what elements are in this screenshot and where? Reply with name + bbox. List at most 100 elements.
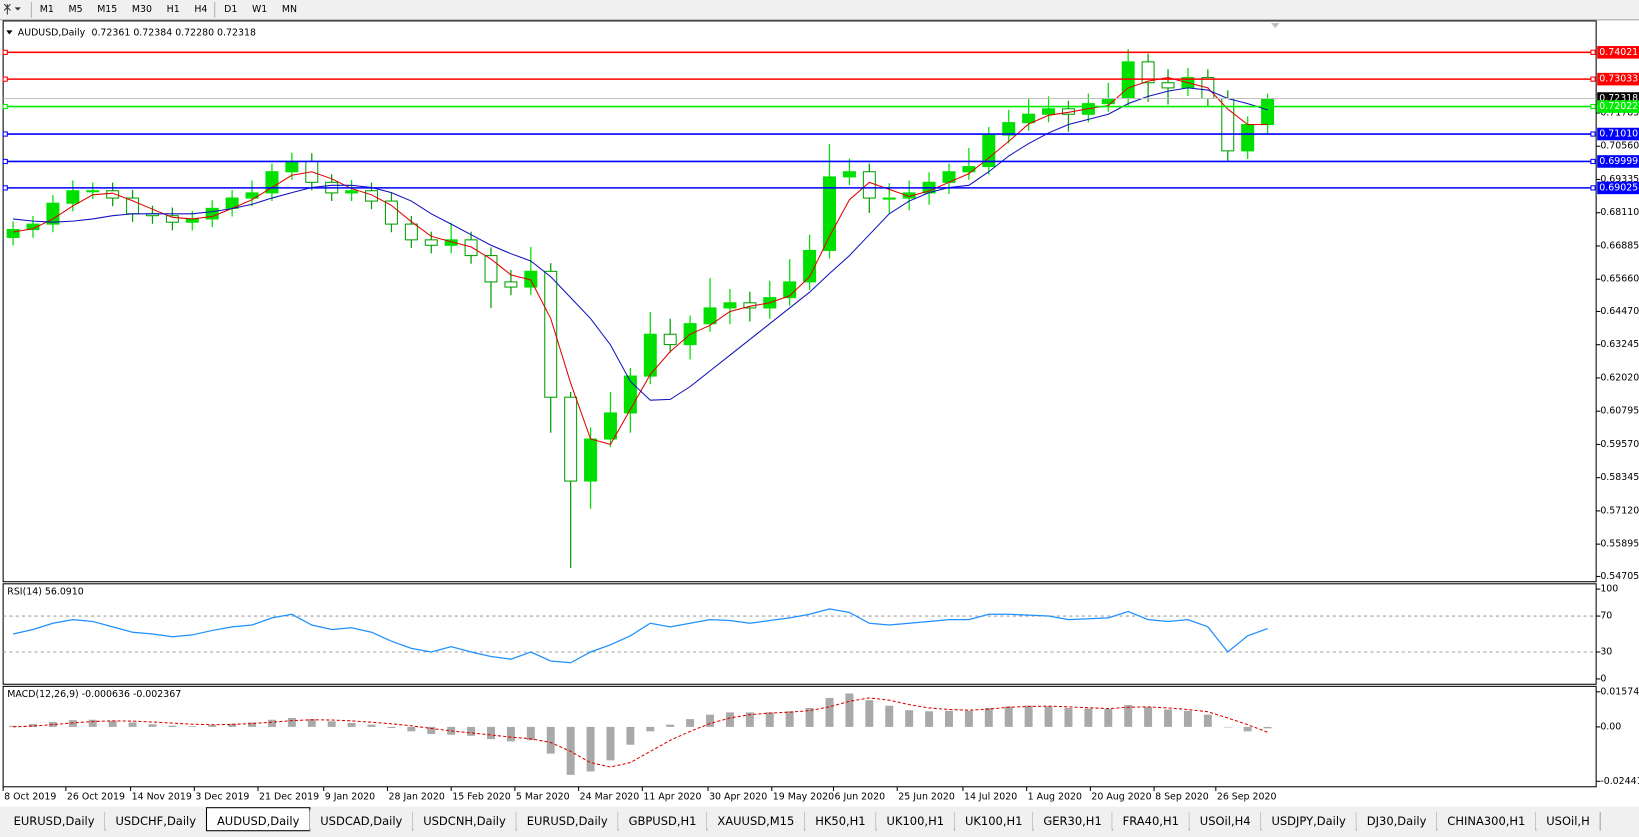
timeframe-button[interactable]: D1	[224, 4, 237, 15]
level-handle[interactable]	[1590, 76, 1596, 82]
timeframe-label[interactable]: M5	[68, 4, 82, 15]
tab[interactable]: GBPUSD,H1	[618, 809, 708, 831]
tab-label[interactable]: USOil,H	[1546, 814, 1589, 828]
timeframe-label[interactable]: H1	[167, 4, 180, 15]
level-handle[interactable]	[2, 131, 8, 137]
tab-background[interactable]	[804, 809, 877, 829]
tab[interactable]: USDJPY,Daily	[1261, 809, 1357, 831]
candle-body	[862, 171, 876, 199]
tab-label[interactable]: GER30,H1	[1043, 814, 1101, 828]
tab[interactable]: GER30,H1	[1032, 809, 1113, 831]
tab-label[interactable]: UK100,H1	[887, 814, 945, 828]
x-tick-label: 1 Aug 2020	[1028, 792, 1082, 803]
timeframe-button[interactable]: M30	[132, 4, 152, 15]
tab-background[interactable]	[706, 809, 805, 829]
tab[interactable]: EURUSD,Daily	[516, 809, 619, 831]
level-label: 0.69999	[1599, 156, 1638, 167]
level-handle[interactable]	[2, 49, 8, 55]
tab-label[interactable]: XAUUSD,M15	[717, 814, 794, 828]
tab[interactable]: USOil,H4	[1189, 809, 1262, 831]
tab[interactable]: USDCHF,Daily	[105, 809, 208, 831]
tab-background[interactable]	[412, 809, 517, 829]
timeframe-button[interactable]: H1	[167, 4, 180, 15]
timeframe-label[interactable]: M1	[40, 4, 54, 15]
timeframe-label[interactable]: M15	[97, 4, 117, 15]
tab[interactable]: HK50,H1	[804, 809, 877, 831]
level-handle[interactable]	[2, 158, 8, 165]
macd-bar	[307, 719, 316, 727]
tab-background[interactable]	[618, 809, 707, 829]
level-handle[interactable]	[1590, 49, 1596, 55]
tab-label[interactable]: USDCHF,Daily	[115, 814, 196, 828]
tab-label[interactable]: USOil,H4	[1200, 814, 1251, 828]
tab-label[interactable]: USDCNH,Daily	[423, 814, 506, 828]
level-handle[interactable]	[1590, 185, 1596, 191]
timeframe-label[interactable]: D1	[224, 4, 237, 15]
macd-bar	[1104, 709, 1113, 727]
tab[interactable]: USOil,H	[1535, 809, 1601, 831]
macd-bar	[706, 714, 715, 727]
timeframe-button[interactable]: W1	[252, 4, 267, 15]
timeframe-label[interactable]: W1	[252, 4, 267, 15]
tab-label[interactable]: DJ30,Daily	[1367, 814, 1427, 828]
timeframe-button[interactable]: H4	[194, 4, 207, 15]
timeframe-button[interactable]: M15	[97, 4, 117, 15]
level-handle[interactable]	[2, 76, 8, 82]
tab-background[interactable]	[1436, 809, 1536, 829]
x-tick-label: 24 Mar 2020	[580, 792, 640, 803]
tab[interactable]: XAUUSD,M15	[706, 809, 806, 831]
tab-background[interactable]	[309, 809, 413, 829]
tab-background[interactable]	[3, 809, 106, 829]
tab-label[interactable]: EURUSD,Daily	[14, 814, 95, 828]
y-tick-label: 0	[1600, 673, 1606, 684]
tab-background[interactable]	[516, 809, 619, 829]
tab-background[interactable]	[105, 809, 207, 829]
tab-background[interactable]	[1535, 809, 1601, 829]
level-handle[interactable]	[1590, 131, 1596, 137]
tab-background[interactable]	[954, 809, 1033, 829]
tab-background[interactable]	[876, 809, 955, 829]
macd-bar	[586, 726, 595, 772]
tab-label[interactable]: CHINA300,H1	[1447, 814, 1525, 828]
tab[interactable]: USDCAD,Daily	[309, 809, 414, 831]
level-handle[interactable]	[1590, 103, 1596, 110]
timeframe-button[interactable]: M5	[68, 4, 82, 15]
tab[interactable]: AUDUSD,Daily	[205, 807, 311, 832]
timeframe-label[interactable]: M30	[132, 4, 152, 15]
tool-dropdown[interactable]	[14, 7, 21, 11]
tab[interactable]: UK100,H1	[954, 809, 1034, 831]
y-tick-label: 100	[1600, 584, 1618, 595]
timeframe-button[interactable]: M1	[40, 4, 54, 15]
timeframe-label[interactable]: H4	[194, 4, 207, 15]
cursor-tool[interactable]	[3, 3, 11, 15]
level-handle[interactable]	[2, 185, 8, 191]
timeframe-label[interactable]: MN	[282, 4, 297, 15]
tab-label[interactable]: GBPUSD,H1	[629, 814, 697, 828]
chart-shift-marker[interactable]	[1271, 23, 1280, 29]
tab[interactable]: UK100,H1	[876, 809, 956, 831]
tab-label[interactable]: AUDUSD,Daily	[217, 814, 300, 828]
tab-background[interactable]	[1112, 809, 1190, 829]
level-handle[interactable]	[2, 103, 8, 110]
tab-background[interactable]	[1189, 809, 1262, 829]
tab-label[interactable]: FRA40,H1	[1123, 814, 1179, 828]
macd-bar	[905, 710, 914, 727]
tab[interactable]: EURUSD,Daily	[3, 809, 106, 831]
tab-label[interactable]: HK50,H1	[815, 814, 865, 828]
tab-label[interactable]: EURUSD,Daily	[527, 814, 608, 828]
tab[interactable]: CHINA300,H1	[1436, 809, 1537, 831]
symbol-menu-arrow[interactable]	[6, 30, 13, 35]
tab[interactable]: FRA40,H1	[1112, 809, 1190, 831]
timeframe-button[interactable]: MN	[282, 4, 297, 15]
tab-label[interactable]: UK100,H1	[965, 814, 1023, 828]
tab[interactable]: USDCNH,Daily	[412, 809, 517, 831]
tab-background[interactable]	[1032, 809, 1113, 829]
tab-background[interactable]	[1356, 809, 1437, 829]
tab[interactable]: DJ30,Daily	[1356, 809, 1438, 831]
level-handle[interactable]	[1590, 158, 1596, 165]
x-tick-label: 25 Jun 2020	[898, 792, 955, 803]
tab-label[interactable]: USDJPY,Daily	[1271, 814, 1346, 828]
tab-background[interactable]	[1261, 809, 1357, 829]
tab-label[interactable]: USDCAD,Daily	[320, 814, 402, 828]
candle-body	[404, 223, 418, 241]
